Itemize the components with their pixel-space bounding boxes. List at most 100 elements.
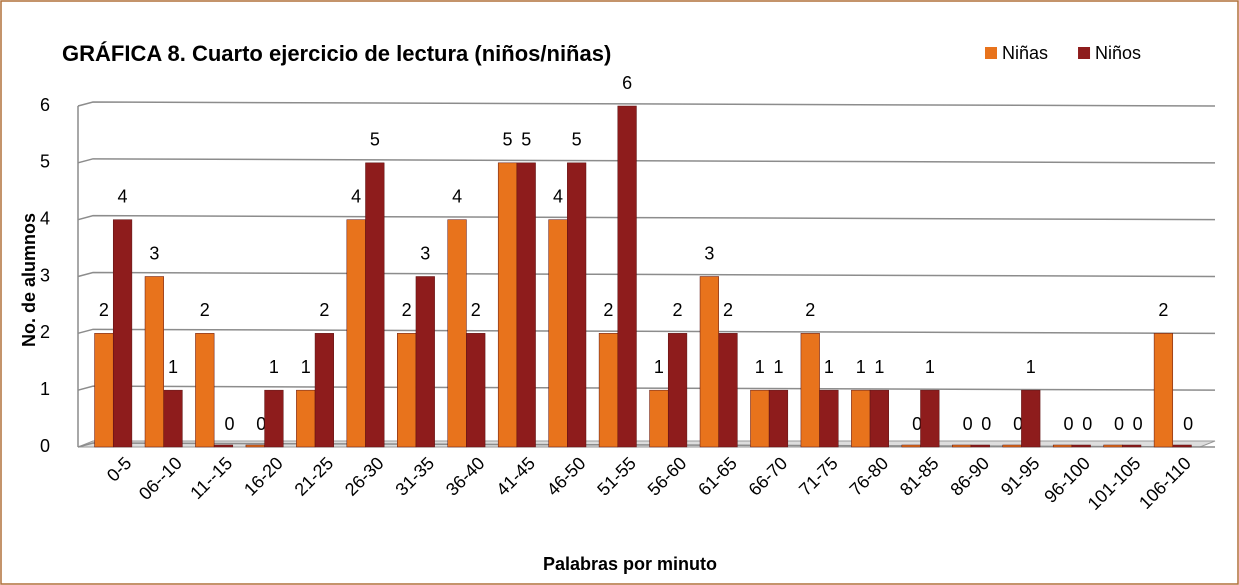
data-label: 0 <box>1064 414 1074 434</box>
x-axis-title: Palabras por minuto <box>543 554 717 574</box>
data-label: 2 <box>805 300 815 320</box>
data-label: 5 <box>521 130 531 150</box>
data-label: 0 <box>1133 414 1143 434</box>
bar <box>365 162 385 448</box>
y-tick-label: 2 <box>40 322 50 342</box>
bar <box>264 389 284 448</box>
data-label: 0 <box>224 414 234 434</box>
data-label: 3 <box>149 243 159 263</box>
data-label: 1 <box>773 357 783 377</box>
data-label: 2 <box>200 300 210 320</box>
bar <box>1052 444 1073 448</box>
legend-label: Niños <box>1095 43 1141 63</box>
bar <box>1172 444 1192 448</box>
bar <box>296 389 316 448</box>
bar <box>497 162 518 448</box>
bar <box>970 444 990 448</box>
bar <box>245 444 265 448</box>
data-label: 1 <box>824 357 834 377</box>
bar <box>1071 444 1091 448</box>
bar <box>112 219 133 448</box>
bar <box>952 444 972 448</box>
bar <box>901 444 921 448</box>
data-label: 0 <box>1082 414 1092 434</box>
data-label: 0 <box>1114 414 1124 434</box>
bar <box>1153 333 1174 448</box>
data-label: 0 <box>256 414 266 434</box>
bar <box>699 276 719 448</box>
bar <box>1103 444 1123 448</box>
bar <box>163 389 183 448</box>
data-label: 0 <box>1183 414 1193 434</box>
data-label: 2 <box>603 300 613 320</box>
data-label: 1 <box>654 357 664 377</box>
data-label: 4 <box>452 186 462 206</box>
y-axis-title: No. de alumnos <box>19 213 39 347</box>
data-label: 5 <box>370 130 380 150</box>
bar <box>466 333 486 448</box>
data-label: 3 <box>704 243 714 263</box>
data-label: 5 <box>503 130 513 150</box>
bar <box>1021 389 1041 448</box>
y-tick-label: 6 <box>40 95 50 115</box>
data-label: 6 <box>622 73 632 93</box>
data-label: 1 <box>301 357 311 377</box>
bar <box>213 444 234 448</box>
y-tick-label: 4 <box>40 208 50 228</box>
bar <box>144 276 164 448</box>
data-label: 0 <box>1013 414 1023 434</box>
bar <box>718 333 738 448</box>
bar <box>415 276 435 448</box>
data-label: 1 <box>168 357 178 377</box>
y-tick-label: 3 <box>40 265 50 285</box>
bar <box>869 389 889 448</box>
data-label: 1 <box>856 357 866 377</box>
bar <box>617 105 637 448</box>
grid-line <box>77 442 1216 448</box>
data-label: 2 <box>99 300 109 320</box>
data-label: 2 <box>319 300 329 320</box>
data-label: 2 <box>1158 300 1168 320</box>
bar <box>649 389 669 448</box>
grid-line <box>77 385 1216 391</box>
bar <box>94 333 114 448</box>
grid-line <box>77 214 1216 221</box>
data-label: 4 <box>118 186 128 206</box>
grid-line <box>77 101 1216 107</box>
grid-line <box>77 328 1216 335</box>
data-label: 1 <box>874 357 884 377</box>
bar <box>920 389 940 448</box>
bar <box>750 389 770 448</box>
data-label: 2 <box>471 300 481 320</box>
y-tick-label: 0 <box>40 436 50 456</box>
data-label: 2 <box>723 300 733 320</box>
bar <box>447 219 467 448</box>
bar <box>598 333 619 448</box>
grid-line <box>77 271 1216 278</box>
data-label: 0 <box>963 414 973 434</box>
grid-line <box>77 158 1216 164</box>
chart-title: GRÁFICA 8. Cuarto ejercicio de lectura (… <box>62 41 611 66</box>
bar <box>516 162 536 448</box>
bar <box>851 389 871 448</box>
bar <box>195 333 215 448</box>
bar <box>1002 444 1022 448</box>
bar <box>819 389 839 448</box>
bar <box>567 162 587 448</box>
data-label: 2 <box>402 300 412 320</box>
y-tick-label: 1 <box>40 379 50 399</box>
bar <box>346 219 366 448</box>
data-label: 4 <box>553 186 563 206</box>
data-label: 2 <box>673 300 683 320</box>
y-tick-label: 5 <box>40 152 50 172</box>
bar <box>667 333 688 448</box>
data-label: 1 <box>269 357 279 377</box>
data-label: 4 <box>351 186 361 206</box>
data-label: 1 <box>1026 357 1036 377</box>
data-label: 0 <box>912 414 922 434</box>
legend-swatch <box>1078 47 1091 59</box>
legend-swatch <box>985 47 997 59</box>
bar <box>1122 444 1142 448</box>
data-label: 5 <box>572 130 582 150</box>
